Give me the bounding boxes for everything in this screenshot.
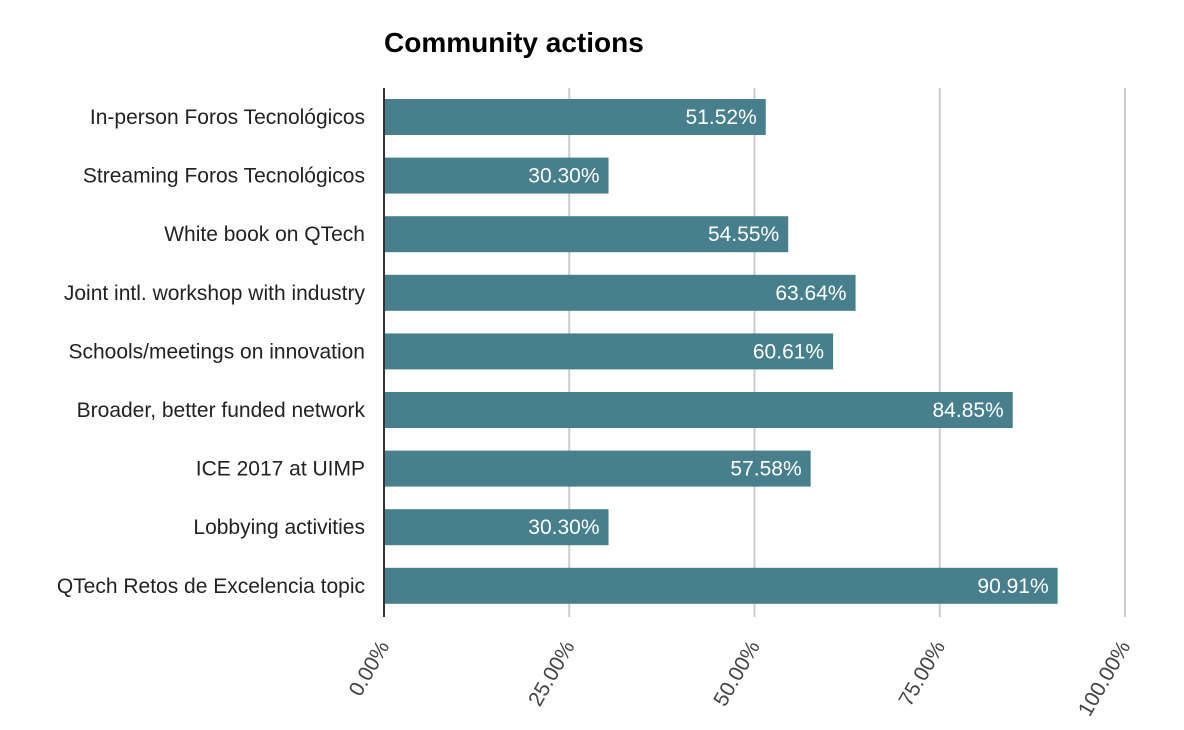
bar-value-label: 57.58% xyxy=(730,458,801,481)
x-tick-label: 50.00% xyxy=(709,637,765,710)
bar xyxy=(384,509,609,546)
bar xyxy=(384,157,609,194)
category-label: Joint intl. workshop with industry xyxy=(64,282,366,305)
bar xyxy=(384,333,834,370)
bar-value-label: 84.85% xyxy=(933,399,1004,422)
category-label: Streaming Foros Tecnológicos xyxy=(83,165,365,188)
x-tick-label: 100.00% xyxy=(1074,637,1135,720)
category-label: White book on QTech xyxy=(164,223,365,246)
bar-value-label: 30.30% xyxy=(528,516,599,539)
bars: 51.52% 30.30% 54.55% 63.64% 60.61% 84.85% 57.5… xyxy=(384,99,1058,604)
bar-value-label: 54.55% xyxy=(708,223,779,246)
chart-title: Community actions xyxy=(384,27,644,58)
bar-value-label: 30.30% xyxy=(528,165,599,188)
category-label: Lobbying activities xyxy=(193,516,365,539)
bar-value-label: 63.64% xyxy=(775,282,846,305)
bar-value-label: 60.61% xyxy=(753,340,824,363)
category-label: Broader, better funded network xyxy=(77,399,366,422)
bar xyxy=(384,99,766,135)
bar xyxy=(384,216,789,253)
bar-value-label: 51.52% xyxy=(686,106,757,129)
category-label: QTech Retos de Excelencia topic xyxy=(57,575,365,598)
bar xyxy=(384,274,856,311)
bar xyxy=(384,450,811,487)
category-labels: In-person Foros Tecnológicos Streaming Fo… xyxy=(57,106,366,598)
bar-value-label: 90.91% xyxy=(977,575,1048,598)
x-tick-labels: 0.00% 25.00% 50.00% 75.00% 100.00% xyxy=(345,637,1136,720)
x-tick-label: 75.00% xyxy=(895,637,951,710)
category-label: Schools/meetings on innovation xyxy=(68,340,365,363)
x-tick-label: 0.00% xyxy=(345,637,395,700)
category-label: In-person Foros Tecnológicos xyxy=(90,106,365,129)
category-label: ICE 2017 at UIMP xyxy=(196,458,365,481)
bar xyxy=(384,392,1013,428)
bar xyxy=(384,567,1058,604)
x-tick-label: 25.00% xyxy=(524,637,580,710)
